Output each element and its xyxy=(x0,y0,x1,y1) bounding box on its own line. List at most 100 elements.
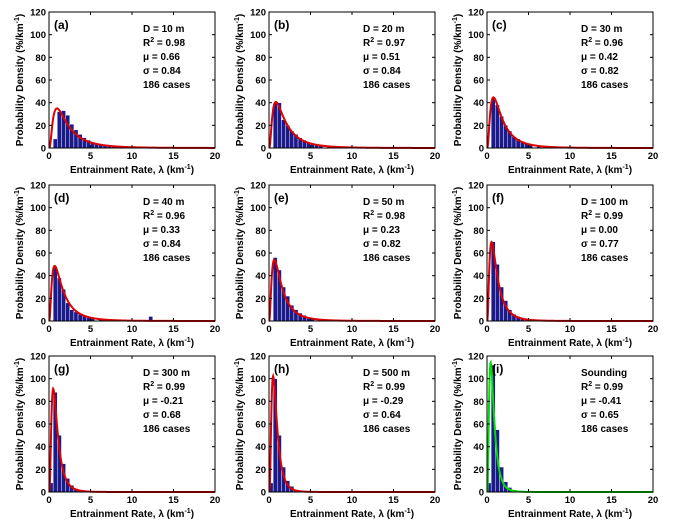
stat-header: D = 10 m xyxy=(143,24,185,35)
stat-r2: R2 = 0.96 xyxy=(581,37,623,49)
y-tick-label: 60 xyxy=(255,420,266,431)
x-tick-label: 20 xyxy=(648,324,659,335)
y-tick-label: 100 xyxy=(30,203,46,214)
stat-cases: 186 cases xyxy=(143,253,191,264)
x-axis-title: Entrainment Rate, λ (km-1) xyxy=(290,164,414,176)
x-tick-label: 5 xyxy=(526,324,532,335)
y-axis-title: Probability Density (%/km-1) xyxy=(14,14,26,146)
y-tick-label: 120 xyxy=(468,181,484,192)
stat-mu: μ = -0.29 xyxy=(363,396,404,407)
y-tick-label: 20 xyxy=(35,294,46,305)
x-tick-label: 5 xyxy=(526,151,532,162)
x-tick-label: 0 xyxy=(46,324,51,335)
stat-header: D = 500 m xyxy=(363,368,410,379)
stat-mu: μ = 0.23 xyxy=(363,225,400,236)
y-tick-label: 60 xyxy=(255,76,266,87)
stat-header: D = 300 m xyxy=(143,368,190,379)
stat-header: D = 30 m xyxy=(581,24,623,35)
x-tick-label: 20 xyxy=(210,151,221,162)
y-tick-label: 60 xyxy=(35,249,46,260)
y-tick-label: 0 xyxy=(261,144,266,155)
y-tick-label: 0 xyxy=(479,317,484,328)
y-tick-label: 80 xyxy=(473,226,484,237)
histogram-bar xyxy=(69,309,75,322)
stat-sigma: σ = 0.77 xyxy=(581,239,619,250)
x-tick-label: 0 xyxy=(46,151,51,162)
y-axis-title: Probability Density (%/km-1) xyxy=(234,358,246,490)
x-tick-label: 20 xyxy=(210,324,221,335)
stat-r2: R2 = 0.99 xyxy=(143,381,185,393)
y-tick-label: 20 xyxy=(35,121,46,132)
x-axis-title: Entrainment Rate, λ (km-1) xyxy=(508,508,632,520)
stat-r2: R2 = 0.97 xyxy=(363,37,405,49)
y-tick-label: 40 xyxy=(255,98,266,109)
stat-sigma: σ = 0.84 xyxy=(363,66,401,77)
y-tick-label: 0 xyxy=(41,488,46,499)
panel-letter: (c) xyxy=(492,18,507,32)
x-tick-label: 0 xyxy=(484,151,489,162)
x-tick-label: 20 xyxy=(648,151,659,162)
stat-r2: R2 = 0.96 xyxy=(143,210,185,222)
x-tick-label: 5 xyxy=(308,324,314,335)
y-tick-label: 80 xyxy=(35,226,46,237)
stat-mu: μ = 0.33 xyxy=(143,225,180,236)
y-tick-label: 60 xyxy=(255,249,266,260)
x-tick-label: 10 xyxy=(565,151,576,162)
panel-letter: (f) xyxy=(492,191,504,205)
panel-a: 0 20 40 60 80 100 120 0 5 10 15 20 Entrainment Rate,… xyxy=(14,8,220,177)
stat-cases: 186 cases xyxy=(363,424,411,435)
y-tick-label: 100 xyxy=(250,374,266,385)
x-tick-label: 0 xyxy=(266,495,271,506)
y-tick-label: 60 xyxy=(473,420,484,431)
y-tick-label: 80 xyxy=(255,226,266,237)
stat-cases: 186 cases xyxy=(363,253,411,264)
stat-header: D = 50 m xyxy=(363,197,405,208)
y-tick-label: 20 xyxy=(35,465,46,476)
x-tick-label: 20 xyxy=(430,151,441,162)
panel-letter: (i) xyxy=(492,362,503,376)
histogram-bar xyxy=(52,266,58,322)
x-tick-label: 0 xyxy=(46,495,51,506)
y-tick-label: 60 xyxy=(473,76,484,87)
x-tick-label: 20 xyxy=(210,495,221,506)
x-tick-label: 15 xyxy=(606,495,617,506)
panel-letter: (e) xyxy=(274,191,289,205)
y-tick-label: 40 xyxy=(473,98,484,109)
stat-sigma: σ = 0.84 xyxy=(143,66,181,77)
x-axis-title: Entrainment Rate, λ (km-1) xyxy=(70,337,194,349)
y-tick-label: 20 xyxy=(473,294,484,305)
y-tick-label: 0 xyxy=(479,144,484,155)
y-tick-label: 100 xyxy=(250,30,266,41)
stat-r2: R2 = 0.99 xyxy=(581,210,623,222)
stat-cases: 186 cases xyxy=(363,80,411,91)
panel-letter: (d) xyxy=(54,191,69,205)
stat-header: D = 20 m xyxy=(363,24,405,35)
stat-sigma: σ = 0.68 xyxy=(143,410,181,421)
histogram-bar xyxy=(281,119,286,149)
y-tick-label: 120 xyxy=(468,8,484,19)
stat-r2: R2 = 0.98 xyxy=(143,37,185,49)
y-tick-label: 100 xyxy=(468,30,484,41)
panel-letter: (b) xyxy=(274,18,289,32)
stat-cases: 186 cases xyxy=(143,424,191,435)
x-tick-label: 15 xyxy=(388,151,399,162)
x-tick-label: 10 xyxy=(127,495,138,506)
x-tick-label: 20 xyxy=(430,324,441,335)
y-tick-label: 80 xyxy=(35,397,46,408)
y-tick-label: 0 xyxy=(261,317,266,328)
y-axis-title: Probability Density (%/km-1) xyxy=(14,358,26,490)
y-tick-label: 100 xyxy=(30,374,46,385)
x-axis-title: Entrainment Rate, λ (km-1) xyxy=(70,164,194,176)
y-tick-label: 20 xyxy=(473,465,484,476)
stat-header: Sounding xyxy=(581,368,627,379)
x-tick-label: 0 xyxy=(484,495,489,506)
x-tick-label: 0 xyxy=(484,324,489,335)
y-tick-label: 80 xyxy=(255,397,266,408)
y-tick-label: 40 xyxy=(35,271,46,282)
y-tick-label: 100 xyxy=(468,203,484,214)
stat-r2: R2 = 0.99 xyxy=(363,381,405,393)
y-tick-label: 60 xyxy=(35,76,46,87)
panel-letter: (h) xyxy=(274,362,289,376)
stat-mu: μ = 0.42 xyxy=(581,52,618,63)
x-tick-label: 10 xyxy=(127,324,138,335)
